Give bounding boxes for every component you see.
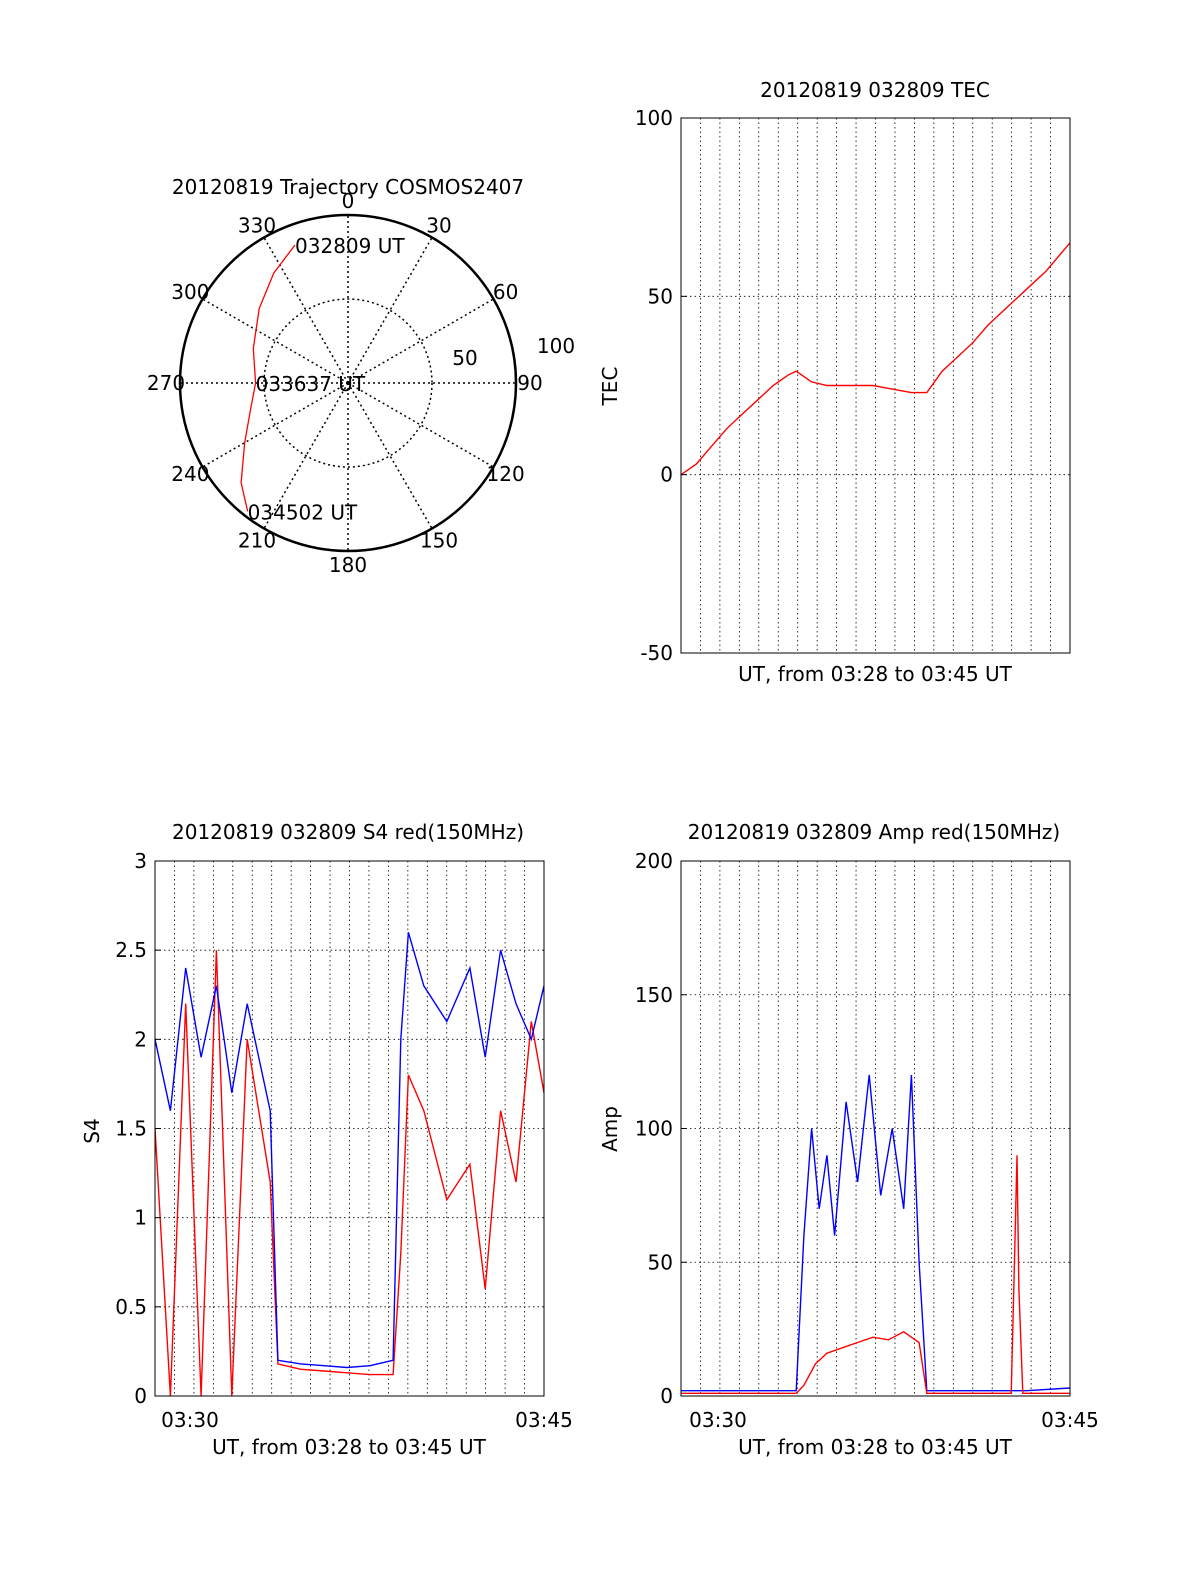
polar-panel: 20120819 Trajectory COSMOS2407 0 30 60 90 12… [147,175,575,577]
s4-title: 20120819 032809 S4 red(150MHz) [172,820,524,844]
polar-azimuth-label: 0 [342,189,355,213]
tec-y-tick-label: 0 [660,463,673,487]
s4-series-line [155,932,544,1369]
s4-x-label: UT, from 03:28 to 03:45 UT [212,1435,487,1459]
polar-azimuth-label: 210 [238,529,276,553]
polar-title: 20120819 Trajectory COSMOS2407 [172,175,524,199]
s4-series-line [155,950,544,1396]
polar-radial-labels: 50 100 [452,334,575,370]
tec-y-tick-label: -50 [640,641,673,665]
polar-azimuth-labels: 0 30 60 90 120 150 180 210 240 270 300 330 [147,189,543,577]
polar-azimuth-label: 30 [426,213,451,237]
polar-spoke [347,382,494,468]
s4-y-tick-label: 0.5 [115,1295,147,1319]
amp-series-line [681,1074,1070,1392]
polar-azimuth-label: 270 [147,371,185,395]
polar-time-annotation: 032809 UT [295,234,405,258]
polar-spoke [347,298,494,384]
amp-x-ticks: 03:30 03:45 [689,1408,1099,1432]
s4-x-tick-label: 03:45 [515,1408,573,1432]
s4-y-label: S4 [80,1118,104,1143]
polar-spoke [202,382,349,468]
s4-y-tick-label: 0 [134,1384,147,1408]
amp-x-tick-label: 03:30 [689,1408,747,1432]
amp-series [681,1074,1070,1395]
polar-azimuth-label: 180 [329,553,367,577]
s4-y-tick-label: 2 [134,1027,147,1051]
polar-azimuth-label: 300 [171,280,209,304]
polar-annotations: 032809 UT 033637 UT 034502 UT [248,234,406,524]
amp-x-label: UT, from 03:28 to 03:45 UT [738,1435,1013,1459]
tec-series [681,242,1070,476]
s4-y-tick-label: 3 [134,849,147,873]
polar-outer-ring [178,213,518,553]
polar-azimuth-label: 330 [238,213,276,237]
s4-series [155,932,544,1396]
amp-y-tick-label: 200 [635,849,673,873]
tec-y-tick-label: 50 [648,284,673,308]
tec-title: 20120819 032809 TEC [760,78,990,102]
amp-y-tick-label: 0 [660,1384,673,1408]
polar-grid [180,215,516,551]
tec-plot-frame [680,117,1071,654]
polar-azimuth-label: 90 [517,371,542,395]
amp-panel: 20120819 032809 Amp red(150MHz) 0 50 100 15… [598,820,1099,1459]
tec-x-label: UT, from 03:28 to 03:45 UT [738,662,1013,686]
amp-y-tick-label: 50 [648,1250,673,1274]
polar-spoke [347,382,433,529]
amp-title: 20120819 032809 Amp red(150MHz) [688,820,1060,844]
amp-y-tick-label: 100 [635,1117,673,1141]
s4-panel: 20120819 032809 S4 red(150MHz) 0 0.5 1 1.5 2… [80,820,573,1459]
tec-y-tick-label: 100 [635,106,673,130]
amp-y-label: Amp [598,1106,622,1152]
polar-azimuth-label: 60 [493,280,518,304]
tec-series-line [681,242,1070,476]
polar-azimuth-label: 240 [171,462,209,486]
polar-time-annotation: 034502 UT [248,500,358,524]
s4-y-tick-label: 1.5 [115,1117,147,1141]
polar-spoke [347,237,433,384]
polar-time-annotation: 033637 UT [256,372,366,396]
polar-spoke [202,298,349,384]
polar-radial-label: 50 [452,346,477,370]
amp-y-tick-label: 150 [635,983,673,1007]
s4-grid [155,860,544,1397]
amp-x-tick-label: 03:45 [1041,1408,1099,1432]
s4-y-ticks: 0 0.5 1 1.5 2 2.5 3 [115,849,161,1408]
amp-y-ticks: 0 50 100 150 200 [635,849,687,1408]
s4-y-tick-label: 2.5 [115,938,147,962]
polar-azimuth-label: 120 [487,462,525,486]
polar-trajectory [240,244,296,512]
amp-grid [681,860,1070,1397]
polar-trajectory-line [240,244,296,512]
tec-panel: 20120819 032809 TEC -50 0 50 100 UT, from 0… [598,78,1071,686]
s4-y-tick-label: 1 [134,1206,147,1230]
tec-y-label: TEC [598,367,622,407]
s4-x-tick-label: 03:30 [161,1408,219,1432]
s4-x-ticks: 03:30 03:45 [161,1408,573,1432]
amp-series-line [681,1155,1070,1395]
tec-y-ticks: -50 0 50 100 [635,106,687,665]
polar-spoke [263,237,349,384]
polar-ring-50 [263,298,433,468]
polar-radial-label: 100 [537,334,575,358]
polar-azimuth-label: 150 [420,529,458,553]
